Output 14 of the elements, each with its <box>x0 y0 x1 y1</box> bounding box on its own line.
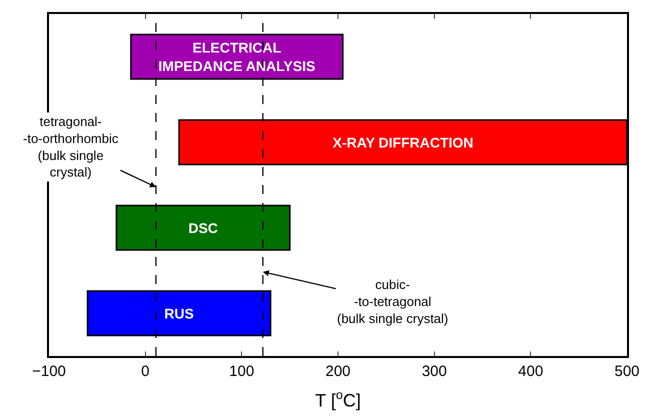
ref-line-label: cubic- -to-tetragonal (bulk single crystal) <box>337 277 448 326</box>
ref-line-label: tetragonal- -to-orthorhombic (bulk single crystal) <box>23 114 119 180</box>
x-tick-label: −100 <box>32 362 66 380</box>
y-tick-label: ELECTRICAL IMPEDANCE ANALYSIS <box>158 40 316 74</box>
y-tick-label: DSC <box>188 220 218 236</box>
x-tick-label: 500 <box>614 362 640 380</box>
y-tick-label: X-RAY DIFFRACTION <box>332 134 474 150</box>
x-tick-label: 0 <box>141 362 150 380</box>
x-axis-title: T [$^{o}$C] <box>315 388 361 410</box>
x-tick-label: 200 <box>325 362 351 380</box>
x-tick-label: 300 <box>422 362 447 380</box>
y-tick-label: RUS <box>164 305 194 322</box>
x-tick-label: 400 <box>518 362 544 380</box>
x-tick-label: 100 <box>229 362 254 380</box>
